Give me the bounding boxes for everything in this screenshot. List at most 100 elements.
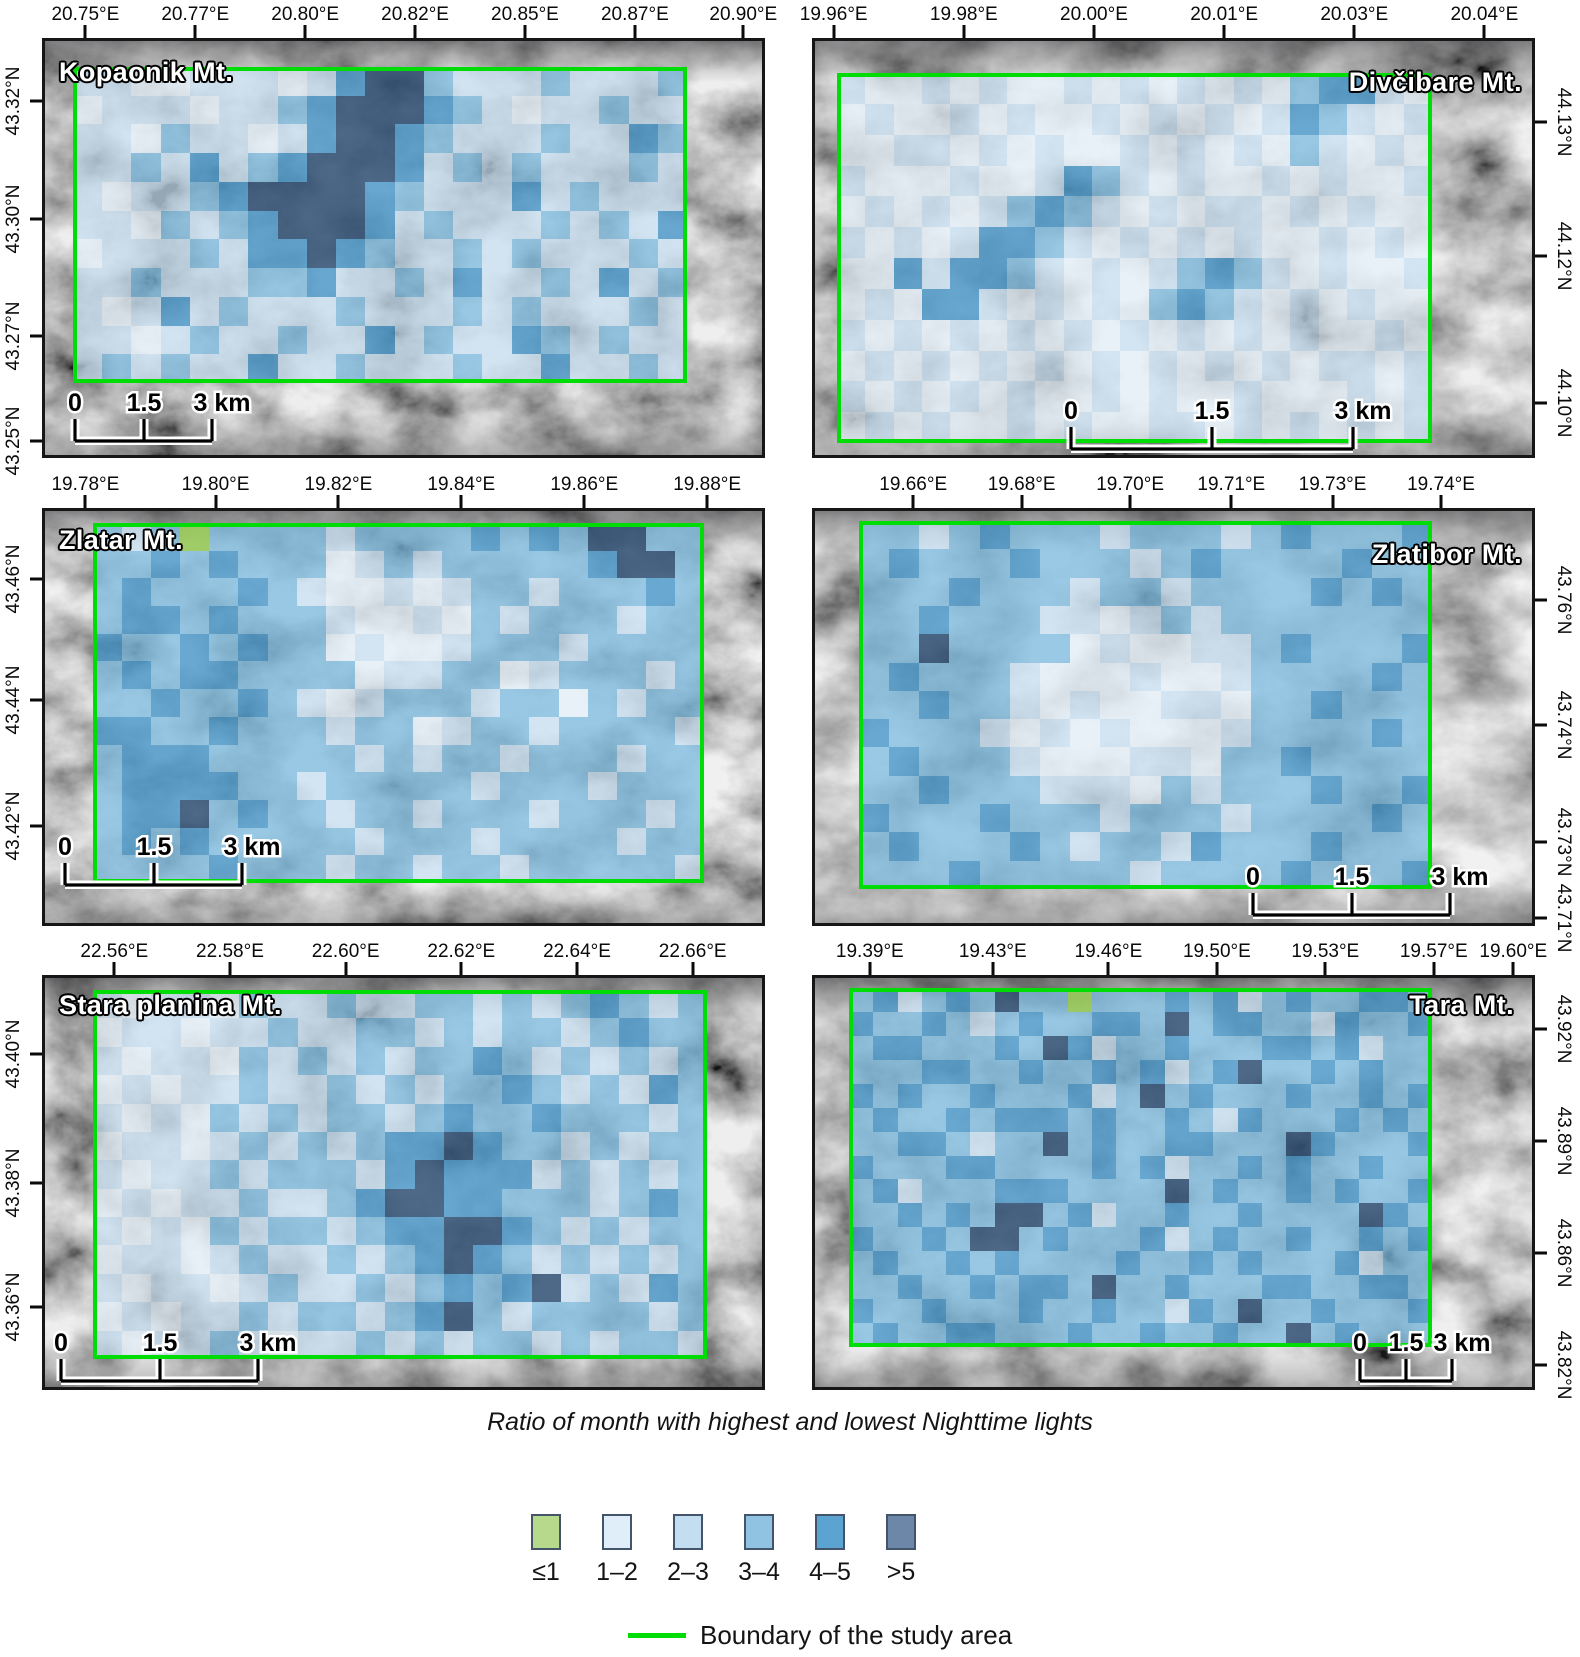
ratio-cell	[1164, 1155, 1190, 1180]
ratio-cell	[423, 210, 454, 240]
ratio-cell	[502, 1302, 532, 1331]
ratio-cell	[994, 1131, 1020, 1156]
ratio-grid	[93, 990, 707, 1359]
ratio-cell	[1281, 860, 1312, 889]
ratio-cell	[180, 1075, 210, 1104]
ratio-cell	[919, 577, 950, 606]
ratio-cell	[356, 1330, 386, 1359]
legend-title: Ratio of month with highest and lowest N…	[487, 1408, 1093, 1436]
ratio-cell	[531, 1160, 561, 1189]
ratio-cell	[979, 521, 1010, 550]
ratio-cell	[1007, 412, 1036, 443]
ratio-cell	[131, 325, 161, 355]
ratio-cell	[443, 1131, 474, 1161]
ratio-cell	[1341, 662, 1372, 691]
ratio-cell	[1035, 73, 1064, 104]
ratio-cell	[268, 1018, 298, 1047]
ratio-cell	[946, 1179, 971, 1204]
ratio-cell	[296, 661, 326, 690]
ratio-cell	[414, 1330, 444, 1359]
ratio-cell	[1043, 1275, 1068, 1300]
ratio-cell	[93, 855, 123, 883]
ratio-cell	[1334, 1131, 1360, 1156]
ratio-cell	[560, 1217, 591, 1246]
ratio-cell	[1189, 1323, 1214, 1347]
ratio-cell	[1401, 605, 1432, 635]
ratio-cell	[365, 239, 395, 269]
ratio-cell	[1233, 288, 1262, 320]
ratio-cell	[1290, 165, 1319, 197]
ratio-cell	[1190, 719, 1221, 748]
ratio-cell	[356, 1103, 386, 1132]
ratio-cell	[1341, 719, 1372, 748]
svg-text:1.5: 1.5	[137, 833, 172, 861]
ratio-cell	[209, 1302, 240, 1331]
ratio-cell	[151, 1018, 181, 1047]
ratio-cell	[1067, 1299, 1092, 1324]
ratio-cell	[897, 1323, 922, 1347]
ratio-cell	[443, 1046, 474, 1076]
ratio-cell	[356, 1217, 386, 1246]
ratio-cell	[1120, 103, 1149, 135]
ratio-cell	[296, 855, 326, 883]
ratio-cell	[306, 354, 337, 383]
ratio-cell	[1286, 1227, 1311, 1252]
ratio-cell	[1009, 634, 1040, 663]
ratio-cell	[482, 354, 512, 383]
ratio-cell	[1091, 1131, 1117, 1156]
lat-tick-label: 44.10°N	[1553, 368, 1574, 438]
ratio-cell	[248, 210, 278, 240]
ratio-cell	[73, 67, 103, 96]
ratio-cell	[970, 1251, 995, 1276]
ratio-cell	[93, 1245, 123, 1274]
ratio-cell	[1318, 73, 1347, 104]
lon-tick	[1331, 495, 1335, 508]
svg-text:3 km: 3 km	[1432, 863, 1489, 891]
ratio-cell	[354, 661, 384, 690]
ratio-cell	[1148, 73, 1177, 104]
ratio-cell	[1063, 319, 1092, 351]
ratio-cell	[1213, 1083, 1238, 1108]
ratio-cell	[1371, 521, 1402, 550]
ratio-cell	[383, 633, 414, 662]
ratio-cell	[970, 1035, 995, 1060]
ratio-cell	[239, 1046, 269, 1076]
ratio-cell	[970, 1323, 995, 1347]
ratio-cell	[1371, 775, 1402, 805]
ratio-cell	[540, 239, 571, 269]
ratio-cell	[949, 832, 980, 861]
ratio-cell	[122, 1273, 152, 1303]
ratio-cell	[482, 67, 512, 96]
lon-tick	[303, 25, 307, 38]
ratio-cell	[1140, 1179, 1165, 1204]
lat-tick-label: 43.76°N	[1553, 565, 1574, 635]
ratio-cell	[383, 772, 414, 800]
ratio-cell	[209, 1217, 240, 1246]
lon-tick	[741, 25, 745, 38]
ratio-cell	[413, 716, 443, 745]
scalebar-graphic: 0 1.5 3 km	[1062, 395, 1394, 454]
ratio-cell	[529, 661, 559, 690]
lon-tick	[83, 25, 87, 38]
ratio-cell	[540, 296, 571, 326]
ratio-cell	[1237, 1035, 1262, 1060]
lon-tick-label: 19.78°E	[51, 474, 120, 495]
ratio-cell	[865, 412, 894, 443]
lon-tick	[1439, 495, 1443, 508]
ratio-cell	[1116, 1275, 1141, 1300]
ratio-cell	[160, 67, 190, 96]
ratio-cell	[529, 716, 559, 745]
ratio-cell	[1043, 1059, 1068, 1084]
ratio-cell	[922, 381, 951, 413]
ratio-cell	[151, 661, 181, 690]
ratio-cell	[979, 775, 1010, 805]
ratio-cell	[122, 1302, 152, 1331]
ratio-cell	[919, 719, 950, 748]
ratio-cell	[1359, 1011, 1384, 1036]
ratio-cell	[648, 1075, 678, 1104]
ratio-cell	[219, 325, 249, 355]
ratio-cell	[1401, 577, 1432, 606]
ratio-cell	[189, 325, 220, 355]
ratio-cell	[837, 412, 866, 443]
ratio-cell	[122, 744, 152, 773]
